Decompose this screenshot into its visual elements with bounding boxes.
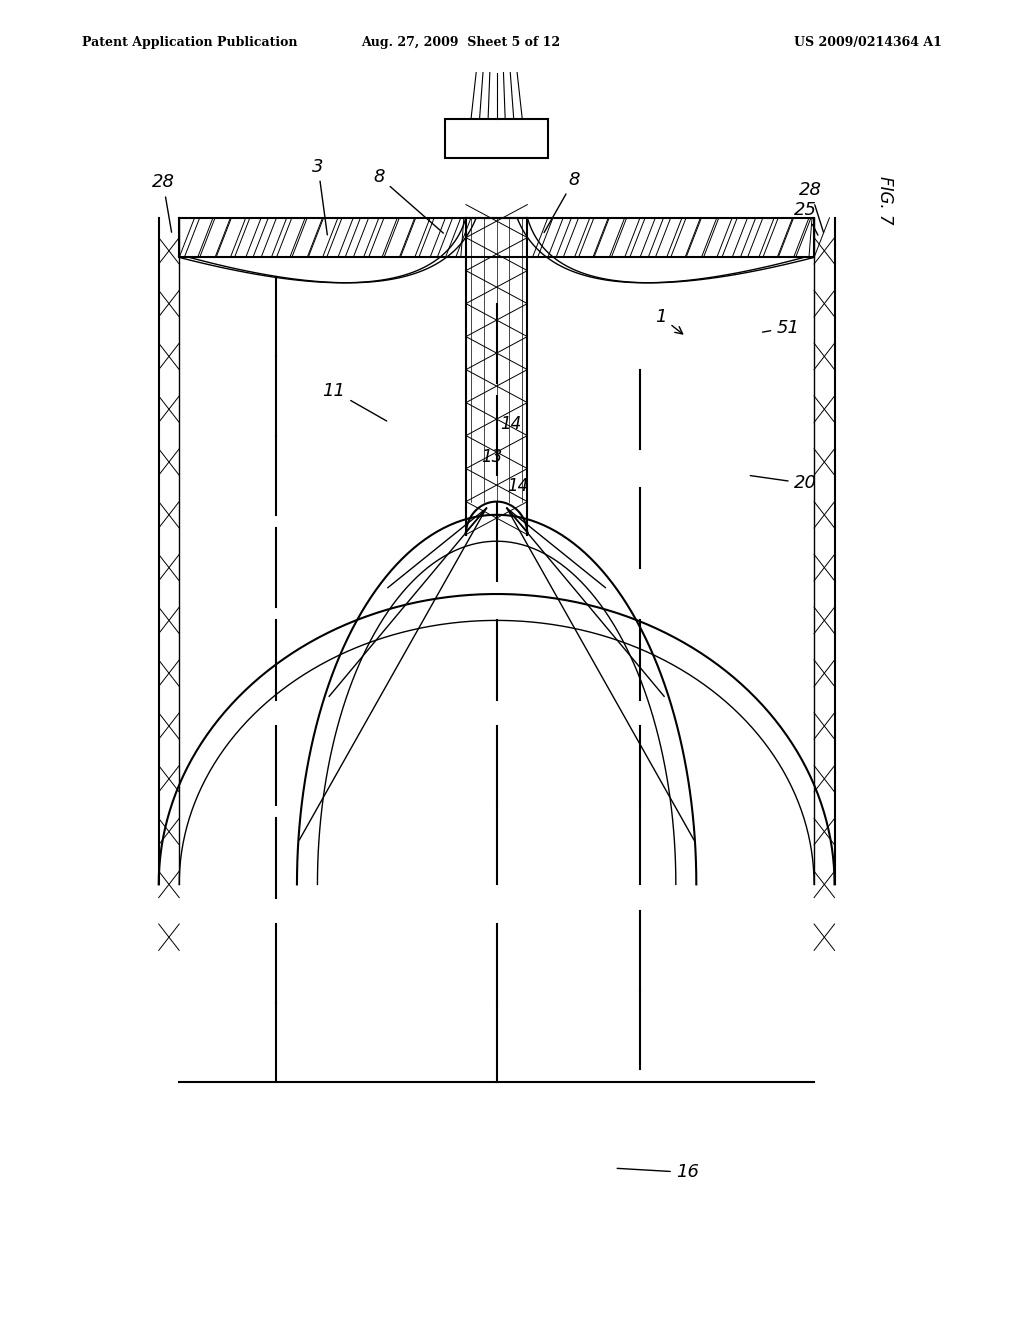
Bar (445, 119, 548, 158)
Text: 28: 28 (152, 173, 174, 232)
Text: 25: 25 (794, 201, 818, 235)
Text: 8: 8 (374, 168, 443, 234)
Text: 20: 20 (751, 474, 816, 492)
Text: 14: 14 (507, 477, 528, 495)
Text: 14: 14 (500, 414, 521, 433)
Text: 16: 16 (617, 1163, 698, 1181)
Bar (179, 218, 814, 257)
Text: 3: 3 (312, 157, 328, 235)
Text: 1: 1 (655, 308, 683, 334)
Text: 11: 11 (323, 381, 387, 421)
Text: FIG. 7: FIG. 7 (876, 177, 894, 224)
Text: 28: 28 (799, 181, 823, 232)
Text: Aug. 27, 2009  Sheet 5 of 12: Aug. 27, 2009 Sheet 5 of 12 (361, 36, 560, 49)
Text: Patent Application Publication: Patent Application Publication (82, 36, 297, 49)
Text: 8: 8 (544, 170, 580, 232)
Bar (174, 211, 466, 264)
Bar (527, 211, 819, 264)
Text: 51: 51 (763, 318, 799, 337)
Text: 13: 13 (481, 447, 503, 466)
Text: US 2009/0214364 A1: US 2009/0214364 A1 (795, 36, 942, 49)
